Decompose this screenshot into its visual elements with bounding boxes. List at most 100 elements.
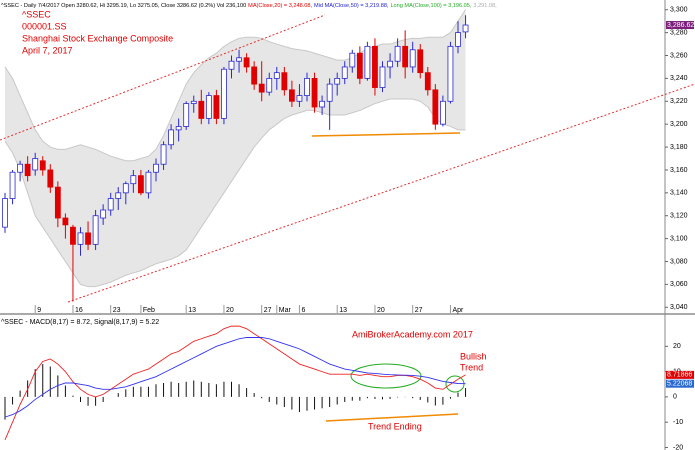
candle-body bbox=[364, 45, 371, 79]
y-tick-label: -10 bbox=[673, 419, 683, 426]
annotation: Bullish bbox=[460, 351, 487, 361]
x-tick-label: 16 bbox=[75, 307, 83, 314]
candle-body bbox=[85, 232, 91, 245]
candle-body bbox=[326, 83, 333, 102]
candle-body bbox=[394, 45, 401, 62]
candle-body bbox=[145, 171, 152, 194]
candle-body bbox=[447, 45, 454, 102]
candle-body bbox=[439, 100, 446, 125]
x-tick-label: Mar bbox=[279, 307, 292, 314]
header-part: MA(Close,20) = 3,248.08, bbox=[248, 3, 312, 9]
candle-body bbox=[92, 215, 99, 245]
header-part: ^SSEC - Daily 7/4/2017 Open 3280.62, Hi … bbox=[1, 3, 246, 9]
candle-body bbox=[47, 169, 54, 188]
macd-header: ^SSEC - MACD(8,17) = 8.72, Signal(8,17,9… bbox=[1, 319, 159, 326]
y-tick-label: 3,160 bbox=[670, 167, 688, 174]
candle-body bbox=[70, 226, 76, 245]
y-tick-label: 3,140 bbox=[670, 190, 688, 197]
x-tick-label: 20 bbox=[377, 307, 385, 314]
candle-body bbox=[281, 72, 288, 91]
candle-body bbox=[100, 209, 107, 219]
channel-lower bbox=[67, 83, 695, 303]
candle-body bbox=[9, 171, 16, 199]
x-tick-label: 23 bbox=[113, 307, 121, 314]
candle-body bbox=[77, 232, 84, 245]
value-tag bbox=[666, 379, 694, 388]
candle-body bbox=[273, 72, 280, 79]
y-tick-label: 3,300 bbox=[670, 7, 688, 14]
y-tick-label: 3,220 bbox=[670, 98, 688, 105]
candle-body bbox=[296, 95, 303, 102]
candle-body bbox=[17, 163, 24, 173]
annotation: AmiBrokerAcademy.com 2017 bbox=[352, 329, 473, 339]
y-tick-label: 3,080 bbox=[670, 258, 688, 265]
candle-body bbox=[304, 77, 310, 96]
candle-body bbox=[24, 163, 31, 177]
candle-body bbox=[54, 186, 61, 219]
y-tick-label: -20 bbox=[673, 444, 683, 450]
candle-body bbox=[402, 45, 409, 68]
candle-body bbox=[39, 160, 46, 171]
candle-body bbox=[387, 60, 393, 68]
header-part: Long MA(Close,100) = 3,196.05, bbox=[390, 3, 471, 9]
candle-body bbox=[372, 45, 378, 88]
band-upper bbox=[4, 9, 466, 162]
candle-body bbox=[137, 175, 144, 194]
annotation: Trend bbox=[460, 362, 483, 372]
candle-body bbox=[205, 95, 212, 119]
value-tag bbox=[666, 370, 694, 379]
candle-body bbox=[288, 89, 295, 102]
y-tick-label: 3,280 bbox=[670, 29, 688, 36]
candle-body bbox=[455, 32, 461, 47]
y-tick-label: 3,060 bbox=[670, 281, 688, 288]
candle-body bbox=[213, 95, 220, 119]
annotation: April 7, 2017 bbox=[22, 45, 73, 55]
candle-body bbox=[122, 183, 129, 194]
y-tick-label: 3,260 bbox=[670, 52, 688, 59]
annotation: 000001.SS bbox=[22, 21, 67, 31]
x-tick-label: Apr bbox=[452, 307, 464, 314]
y-tick-label: 3,100 bbox=[670, 235, 688, 242]
x-tick-label: Feb bbox=[143, 307, 155, 314]
header-part: Mid MA(Close,50) = 3,219.88, bbox=[314, 3, 389, 9]
candle-body bbox=[168, 129, 175, 146]
candle-body bbox=[349, 52, 356, 68]
candle-body bbox=[115, 192, 122, 199]
macd-line bbox=[4, 325, 466, 441]
header: ^SSEC - Daily 7/4/2017 Open 3280.62, Hi … bbox=[1, 3, 497, 10]
candle-body bbox=[130, 175, 137, 185]
candle-body bbox=[251, 66, 258, 85]
x-tick-label: 6 bbox=[301, 307, 305, 314]
candle-body bbox=[183, 103, 190, 127]
candle-body bbox=[356, 52, 363, 79]
value-tag-label: 5.22068 bbox=[667, 381, 692, 388]
support-line bbox=[311, 132, 461, 137]
band-lower bbox=[4, 98, 466, 288]
candle-body bbox=[236, 57, 242, 62]
value-tag-label: 3,286.62 bbox=[667, 22, 694, 29]
candle-body bbox=[462, 24, 469, 33]
value-tag-label: 8.71866 bbox=[667, 372, 692, 379]
x-tick-label: 13 bbox=[339, 307, 347, 314]
candle-body bbox=[160, 144, 167, 165]
candle-body bbox=[228, 60, 235, 70]
candle-body bbox=[417, 49, 424, 74]
annotation: ^SSEC bbox=[22, 9, 51, 19]
macd-line bbox=[4, 337, 466, 418]
candle-body bbox=[198, 100, 205, 119]
annotation: Shanghai Stock Exchange Composite bbox=[22, 33, 173, 43]
candle-body bbox=[424, 72, 431, 91]
y-tick-label: 3,040 bbox=[670, 304, 688, 311]
annotation: Trend Ending bbox=[368, 421, 422, 431]
candle-body bbox=[175, 126, 182, 131]
y-tick-label: 3,180 bbox=[670, 144, 688, 151]
candle-body bbox=[243, 57, 250, 68]
y-tick-label: 20 bbox=[673, 343, 681, 350]
candle-body bbox=[379, 66, 386, 88]
y-tick-label: 3,120 bbox=[670, 213, 688, 220]
y-tick-label: 3,240 bbox=[670, 75, 688, 82]
x-tick-label: 9 bbox=[37, 307, 41, 314]
band-fill bbox=[5, 9, 466, 287]
x-tick-label: 27 bbox=[264, 307, 272, 314]
candle-body bbox=[107, 198, 114, 211]
